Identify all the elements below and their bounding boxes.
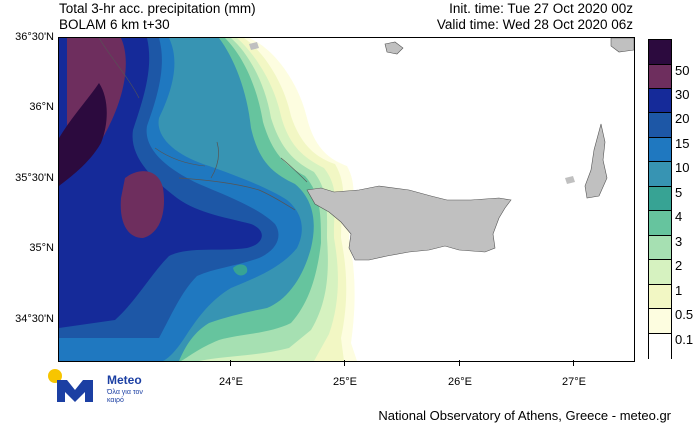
legend-swatch-2-3 xyxy=(649,235,671,260)
footer-credit: National Observatory of Athens, Greece -… xyxy=(378,408,671,423)
legend-label-0.1: 0.1 xyxy=(675,332,694,347)
title-line-1: Total 3-hr acc. precipitation (mm) xyxy=(59,1,256,16)
legend-label-10: 10 xyxy=(675,160,690,175)
lon-tick-24 xyxy=(230,360,231,366)
title-line-2: BOLAM 6 km t+30 xyxy=(59,17,170,32)
legend-label-4: 4 xyxy=(675,209,683,224)
lon-tick-26 xyxy=(459,360,460,366)
legend-label-3: 3 xyxy=(675,234,683,249)
legend-label-30: 30 xyxy=(675,87,690,102)
map-canvas xyxy=(59,38,634,361)
valid-time: Valid time: Wed 28 Oct 2020 06z xyxy=(436,17,633,32)
init-time: Init. time: Tue 27 Oct 2020 00z xyxy=(449,1,633,16)
band-4-spot xyxy=(233,264,248,276)
legend-swatch-0.5-1 xyxy=(649,284,671,309)
lat-label-34-30: 34°30'N xyxy=(15,313,54,325)
lat-label-35: 35°N xyxy=(29,242,54,254)
legend-swatch-3-4 xyxy=(649,210,671,236)
legend-label-5: 5 xyxy=(675,185,683,200)
legend-swatch-30-50 xyxy=(649,64,671,89)
legend-label-20: 20 xyxy=(675,111,690,126)
rhodes-tip xyxy=(610,38,634,53)
kasos-island xyxy=(565,176,575,184)
band-30 xyxy=(67,38,165,238)
legend-label-50: 50 xyxy=(675,63,690,78)
logo-tagline: Όλα για τον καιρό xyxy=(107,389,143,404)
legend-swatch-20-30 xyxy=(649,88,671,113)
lon-label-24: 24°E xyxy=(219,376,243,388)
coastal-islet xyxy=(249,42,259,50)
lon-label-25: 25°E xyxy=(333,376,357,388)
time-block: Init. time: Tue 27 Oct 2020 00z Valid ti… xyxy=(437,1,633,33)
legend-swatch-below-0.1 xyxy=(649,333,671,359)
lon-tick-27 xyxy=(573,360,574,366)
legend-swatch-1-2 xyxy=(649,259,671,285)
title-block: Total 3-hr acc. precipitation (mm) BOLAM… xyxy=(59,1,256,33)
legend-label-1: 1 xyxy=(675,283,683,298)
astypalaia-island xyxy=(384,41,404,55)
lon-label-27: 27°E xyxy=(562,376,586,388)
lat-label-35-30: 35°30'N xyxy=(15,172,54,184)
legend-swatch-50-plus xyxy=(649,40,671,64)
legend-label-2: 2 xyxy=(675,258,683,273)
lat-label-36: 36°N xyxy=(29,101,54,113)
legend-swatch-15-20 xyxy=(649,112,671,138)
coast-lines xyxy=(98,38,308,183)
lon-label-26: 26°E xyxy=(448,376,472,388)
band-50 xyxy=(59,83,107,186)
logo-name: Meteo xyxy=(107,373,142,387)
kythira-outline xyxy=(178,141,296,211)
legend-label-15: 15 xyxy=(675,136,690,151)
legend-label-0.5: 0.5 xyxy=(675,307,694,322)
karpathos-island xyxy=(584,123,608,199)
lon-tick-25 xyxy=(344,360,345,366)
meteo-logo xyxy=(47,368,157,404)
precipitation-map xyxy=(58,37,635,362)
crete-landmass xyxy=(306,185,512,261)
meteo-logo-icon xyxy=(48,369,93,402)
legend-swatch-10-15 xyxy=(649,137,671,162)
lat-label-36-30: 36°30'N xyxy=(15,31,54,43)
legend-colorbar xyxy=(648,39,672,359)
legend-swatch-0.1-0.5 xyxy=(649,308,671,334)
legend-swatch-4-5 xyxy=(649,186,671,211)
legend-swatch-5-10 xyxy=(649,161,671,187)
